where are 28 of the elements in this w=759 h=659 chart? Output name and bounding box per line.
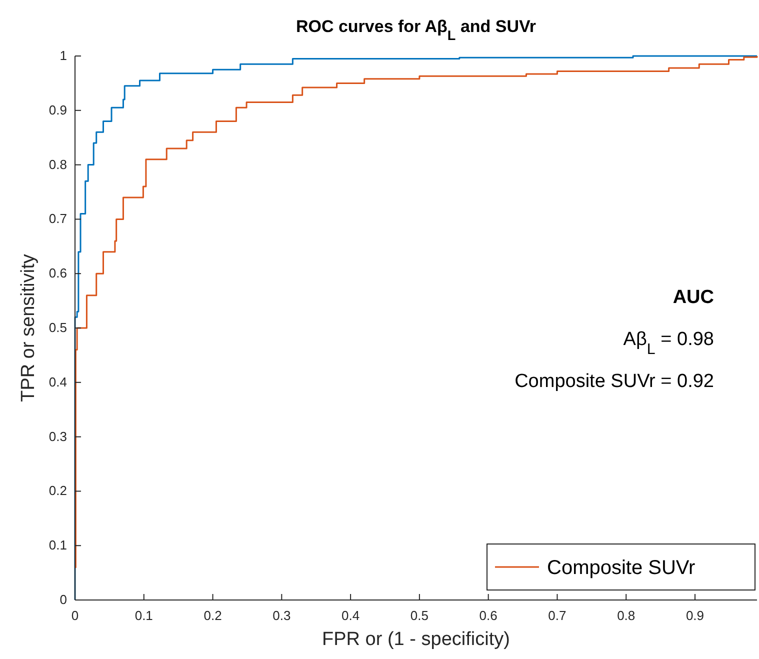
chart-title: ROC curves for Aβ$_{L}$ and SUVr	[296, 17, 536, 42]
y-tick-label: 0.2	[48, 483, 67, 498]
annotation: AUC	[672, 287, 714, 308]
y-tick-label: 0	[60, 592, 67, 607]
x-tick-label: 0.5	[410, 608, 428, 623]
y-tick-label: 1	[60, 48, 67, 63]
x-tick-label: 0	[71, 608, 79, 623]
y-tick-label: 0.5	[48, 320, 67, 335]
y-tick-label: 0.3	[48, 428, 67, 444]
x-tick-label: 0.7	[548, 608, 566, 623]
y-tick-label: 0.8	[48, 156, 67, 172]
y-tick-label: 0.7	[48, 211, 67, 226]
annotation: Aβ$_{L}$ = 0.98	[623, 329, 714, 358]
y-axis-title: TPR or sensitivity	[18, 254, 39, 402]
annotation: Composite SUVr = 0.92	[514, 371, 714, 392]
x-tick-label: 0.4	[342, 608, 360, 623]
y-tick-label: 0.4	[48, 374, 67, 390]
x-tick-label: 0.8	[617, 608, 636, 623]
y-tick-label: 0.6	[48, 266, 67, 281]
x-axis-title: FPR or (1 - specificity)	[322, 629, 510, 650]
y-tick-label: 0.1	[48, 538, 67, 553]
x-tick-label: 0.9	[686, 608, 704, 623]
y-tick-label: 0.9	[48, 102, 67, 118]
x-tick-label: 0.2	[204, 608, 222, 623]
x-tick-label: 0.1	[134, 608, 153, 623]
legend-label: Composite SUVr	[547, 557, 696, 579]
x-tick-label: 0.3	[272, 608, 291, 623]
x-tick-label: 0.6	[479, 608, 498, 623]
